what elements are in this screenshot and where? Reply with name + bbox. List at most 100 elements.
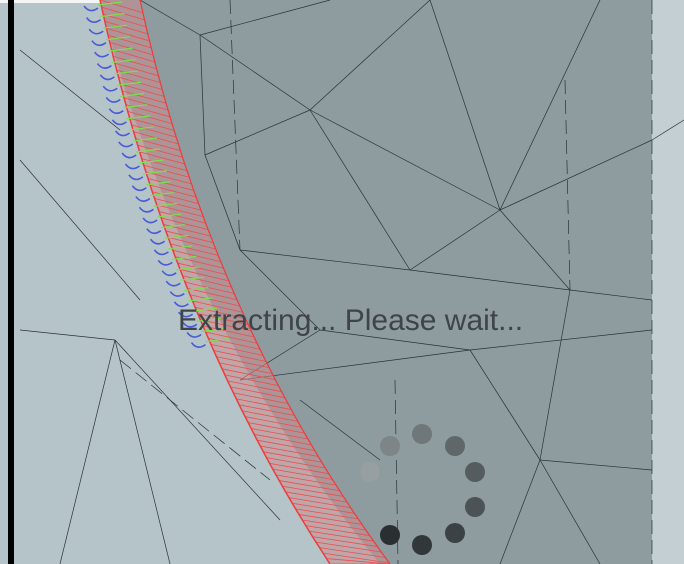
band-edge	[120, 83, 165, 97]
normal-glyph	[100, 13, 125, 18]
band-edge	[202, 325, 255, 338]
band-edge	[219, 362, 273, 375]
normal-glyph	[169, 291, 185, 297]
normal-glyph	[157, 213, 182, 218]
band-edge	[175, 256, 224, 269]
band-edge	[170, 243, 219, 256]
normal-glyph	[186, 331, 202, 338]
band-edge	[118, 76, 163, 90]
band-fill	[100, 0, 390, 564]
spinner-dot	[465, 497, 485, 517]
normal-glyph	[184, 286, 209, 292]
normal-glyph	[83, 5, 99, 12]
mesh-lines	[19, 0, 684, 564]
band-edge	[227, 380, 282, 393]
normal-glyph	[192, 307, 217, 312]
band-edge	[121, 90, 167, 104]
spinner-dot	[465, 462, 485, 482]
band-edge	[145, 171, 192, 185]
band-edge	[139, 0, 391, 564]
band-edge	[179, 269, 229, 282]
band-edge	[123, 97, 169, 111]
band-edge	[298, 514, 362, 525]
band-edge	[312, 536, 378, 547]
normal-glyph	[88, 28, 104, 35]
band-edge	[302, 519, 366, 531]
normal-glyph	[129, 126, 154, 131]
normal-glyph	[205, 337, 230, 343]
spinner-dot	[380, 436, 400, 456]
band-edge	[250, 428, 308, 440]
spinner-dot	[445, 523, 465, 543]
band-edge	[161, 217, 209, 231]
band-edge	[200, 319, 252, 332]
band-edge	[285, 491, 347, 503]
band-edge	[99, 0, 143, 14]
normal-glyph	[138, 206, 154, 213]
spinner-dot	[380, 525, 400, 545]
normal-glyph	[102, 85, 118, 92]
band-edge	[242, 410, 298, 422]
band-edge	[194, 306, 246, 319]
band-edge	[275, 474, 337, 486]
band-edge	[326, 558, 391, 564]
normal-glyph	[153, 202, 178, 207]
normal-glyph	[180, 276, 205, 281]
normal-glyph	[176, 266, 201, 271]
normal-glyph	[132, 137, 157, 142]
normal-glyph	[124, 163, 140, 170]
boundary-band	[83, 0, 391, 564]
normal-glyph	[157, 259, 173, 266]
normal-glyph	[149, 238, 166, 245]
band-edge	[309, 530, 374, 542]
band-edge	[210, 344, 264, 356]
band-edge	[189, 294, 240, 307]
window-border	[8, 0, 14, 564]
loading-spinner	[360, 424, 485, 555]
band-edge	[279, 480, 340, 492]
spinner-dot	[445, 436, 465, 456]
normal-glyph	[117, 81, 142, 86]
band-edge	[137, 144, 183, 158]
band-edge	[182, 275, 232, 288]
band-edge	[184, 281, 235, 294]
normal-glyph	[85, 17, 102, 23]
normal-glyph	[160, 224, 185, 229]
normal-glyph	[168, 245, 193, 250]
normal-glyph	[196, 317, 221, 322]
normal-glyph	[105, 36, 130, 41]
band-edge	[197, 313, 249, 326]
normal-glyph	[146, 181, 171, 186]
band-edge	[167, 237, 216, 250]
band-edge	[129, 117, 175, 131]
normal-glyph	[177, 311, 194, 318]
band-edge	[147, 178, 194, 191]
normal-glyph	[103, 24, 128, 29]
band-edge	[295, 508, 359, 520]
band-edge	[192, 300, 243, 313]
band-edge	[156, 204, 204, 218]
band-edge	[236, 398, 292, 410]
band-edge	[315, 541, 382, 553]
normal-glyph	[111, 119, 127, 126]
normal-glyph	[149, 191, 174, 197]
band-edge	[263, 451, 322, 463]
normal-glyph	[121, 152, 137, 159]
band-edge	[269, 462, 329, 475]
normal-glyph	[91, 40, 107, 47]
band-edge	[216, 356, 270, 368]
normal-glyph	[120, 92, 145, 98]
normal-glyph	[128, 174, 144, 181]
normal-glyph	[111, 58, 136, 64]
normal-glyph	[118, 141, 134, 148]
band-edge	[114, 62, 159, 77]
band-edge	[292, 502, 355, 514]
band-edge	[150, 184, 197, 198]
normal-glyph	[172, 255, 197, 260]
normal-glyph	[165, 280, 181, 287]
normal-glyph	[126, 115, 151, 120]
normal-glyph	[153, 249, 169, 256]
normal-glyph	[135, 196, 151, 202]
band-edge	[260, 445, 319, 457]
